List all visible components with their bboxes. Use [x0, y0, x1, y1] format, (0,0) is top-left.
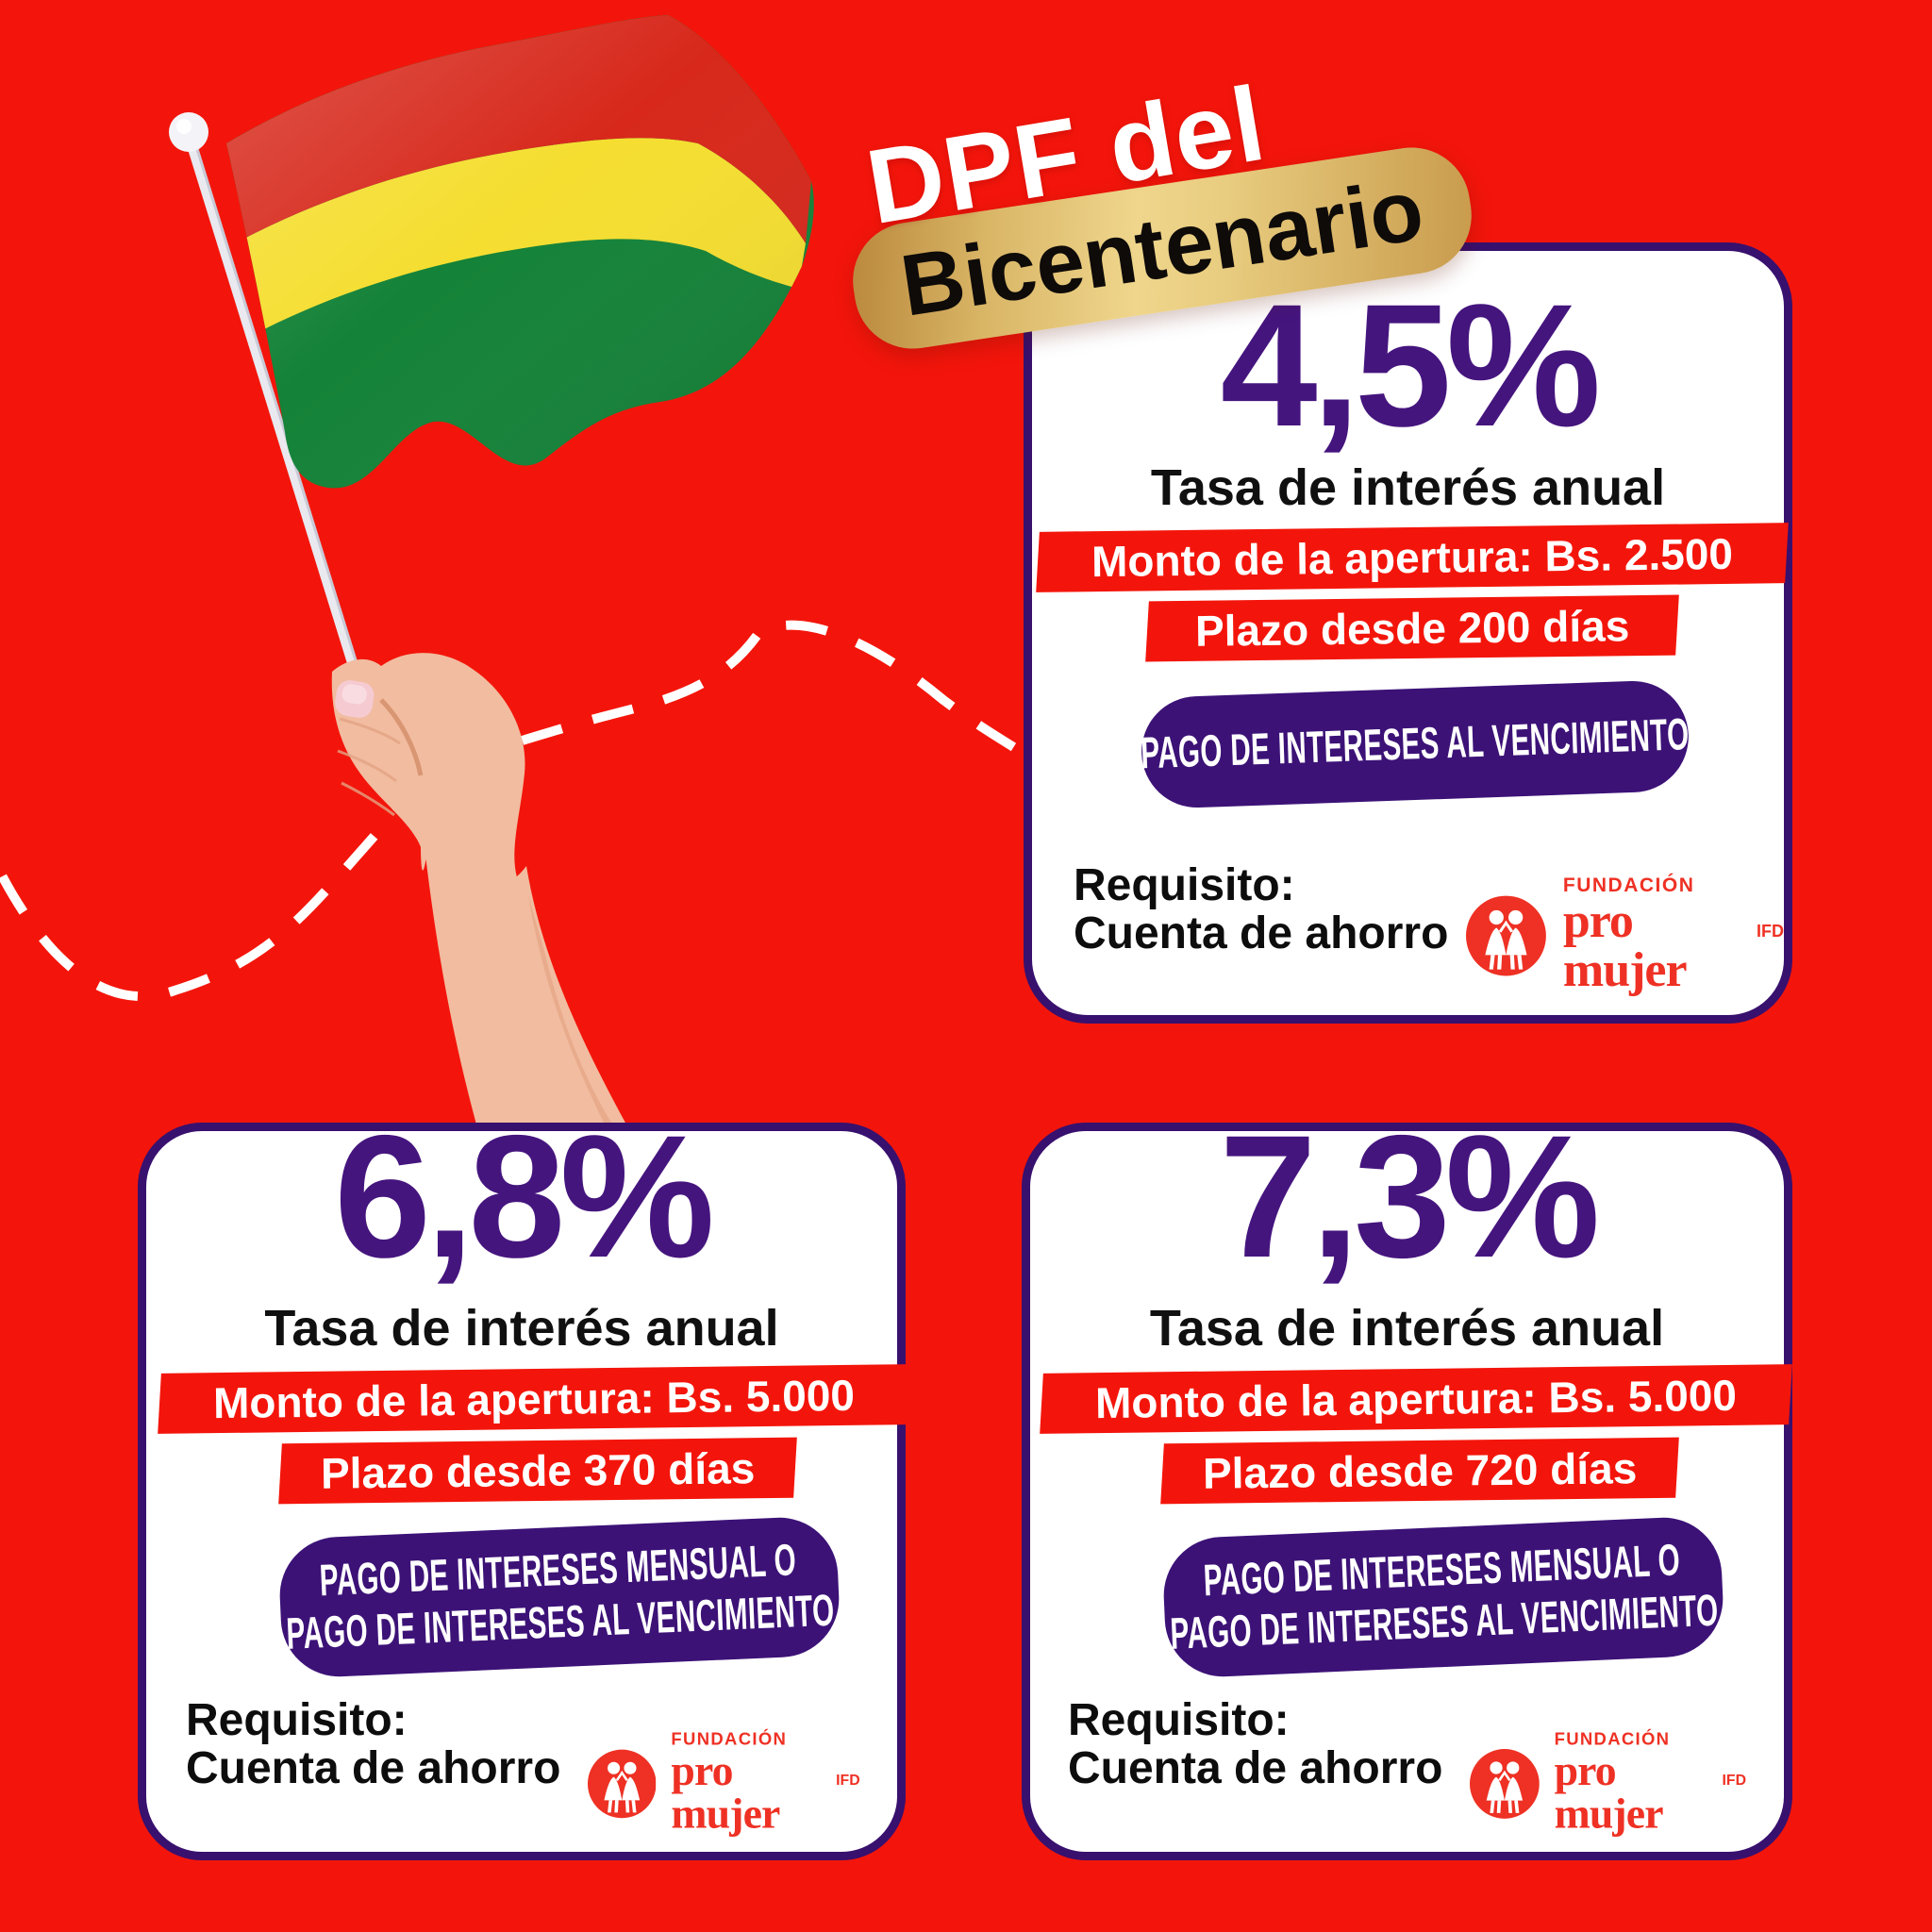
interest-rate: 6,8%	[334, 1100, 715, 1294]
opening-amount-text: Monto de la apertura: Bs. 5.000	[212, 1370, 856, 1428]
term-text: Plazo desde 370 días	[320, 1443, 756, 1498]
offer-card-370-days: 6,8% Tasa de interés anual Monto de la a…	[138, 1110, 910, 1860]
hand	[331, 653, 525, 896]
offer-card-200-days: 4,5% Tasa de interés anual Monto de la a…	[1024, 242, 1792, 1024]
pro-mujer-logo: FUNDACIÓN pro mujer IFD	[1470, 1731, 1746, 1837]
payment-terms-pill: PAGO DE INTERESES AL VENCIMIENTO	[1140, 678, 1690, 810]
term-strip: Plazo desde 720 días	[1160, 1437, 1679, 1505]
opening-amount-strip: Monto de la apertura: Bs. 2.500	[1036, 523, 1789, 592]
requirement-value: Cuenta de ahorro	[186, 1742, 561, 1793]
term-text: Plazo desde 720 días	[1202, 1443, 1638, 1498]
pro-mujer-icon	[1470, 1748, 1540, 1819]
requirement-label: Requisito:	[1074, 860, 1295, 910]
opening-amount-strip: Monto de la apertura: Bs. 5.000	[158, 1364, 910, 1434]
payment-terms-pill: PAGO DE INTERESES MENSUAL O PAGO DE INTE…	[277, 1515, 841, 1679]
payment-line: PAGO DE INTERESES AL VENCIMIENTO	[1140, 709, 1690, 778]
payment-terms-pill: PAGO DE INTERESES MENSUAL O PAGO DE INTE…	[1161, 1515, 1725, 1679]
offer-card-720-days: 7,3% Tasa de interés anual Monto de la a…	[1022, 1110, 1792, 1860]
opening-amount-text: Monto de la apertura: Bs. 2.500	[1091, 528, 1734, 587]
brand-fundacion: FUNDACIÓN	[671, 1729, 788, 1749]
opening-amount-strip: Monto de la apertura: Bs. 5.000	[1040, 1364, 1792, 1434]
rate-caption: Tasa de interés anual	[1149, 1300, 1665, 1357]
requirement-value: Cuenta de ahorro	[1074, 908, 1449, 958]
brand-fundacion: FUNDACIÓN	[1562, 874, 1695, 896]
interest-rate: 4,5%	[1220, 269, 1602, 463]
requirement-label: Requisito:	[186, 1695, 408, 1745]
rate-caption: Tasa de interés anual	[264, 1300, 779, 1357]
dashed-wave	[0, 620, 1031, 1001]
term-strip: Plazo desde 370 días	[278, 1437, 797, 1505]
brand-fundacion: FUNDACIÓN	[1554, 1729, 1671, 1749]
rate-caption: Tasa de interés anual	[1150, 459, 1666, 516]
flag-pole	[169, 112, 366, 691]
bolivia-flag-icon	[226, 15, 814, 489]
brand-name: pro mujer	[1562, 894, 1688, 997]
requirement-block: Requisito: Cuenta de ahorro	[1068, 1695, 1443, 1793]
requirement-block: Requisito: Cuenta de ahorro	[186, 1695, 561, 1793]
requirement-label: Requisito:	[1068, 1695, 1290, 1745]
requirement-block: Requisito: Cuenta de ahorro	[1074, 860, 1449, 958]
brand-name: pro mujer	[1554, 1747, 1664, 1839]
arm	[425, 847, 626, 1124]
brand-name: pro mujer	[671, 1747, 780, 1839]
opening-amount-text: Monto de la apertura: Bs. 5.000	[1094, 1370, 1738, 1428]
interest-rate: 7,3%	[1219, 1100, 1601, 1294]
brand-suffix: IFD	[1757, 922, 1784, 941]
pro-mujer-icon	[1466, 895, 1546, 975]
term-strip: Plazo desde 200 días	[1145, 594, 1679, 662]
brand-suffix: IFD	[836, 1771, 860, 1789]
hand-holding-flag	[331, 653, 626, 1124]
thumb-nail	[335, 680, 375, 718]
pro-mujer-logo: FUNDACIÓN pro mujer IFD	[588, 1731, 860, 1837]
brand-suffix: IFD	[1722, 1771, 1747, 1789]
pro-mujer-logo: FUNDACIÓN pro mujer IFD	[1466, 875, 1784, 995]
term-text: Plazo desde 200 días	[1194, 601, 1630, 656]
requirement-value: Cuenta de ahorro	[1068, 1742, 1443, 1793]
pro-mujer-icon	[588, 1749, 657, 1818]
